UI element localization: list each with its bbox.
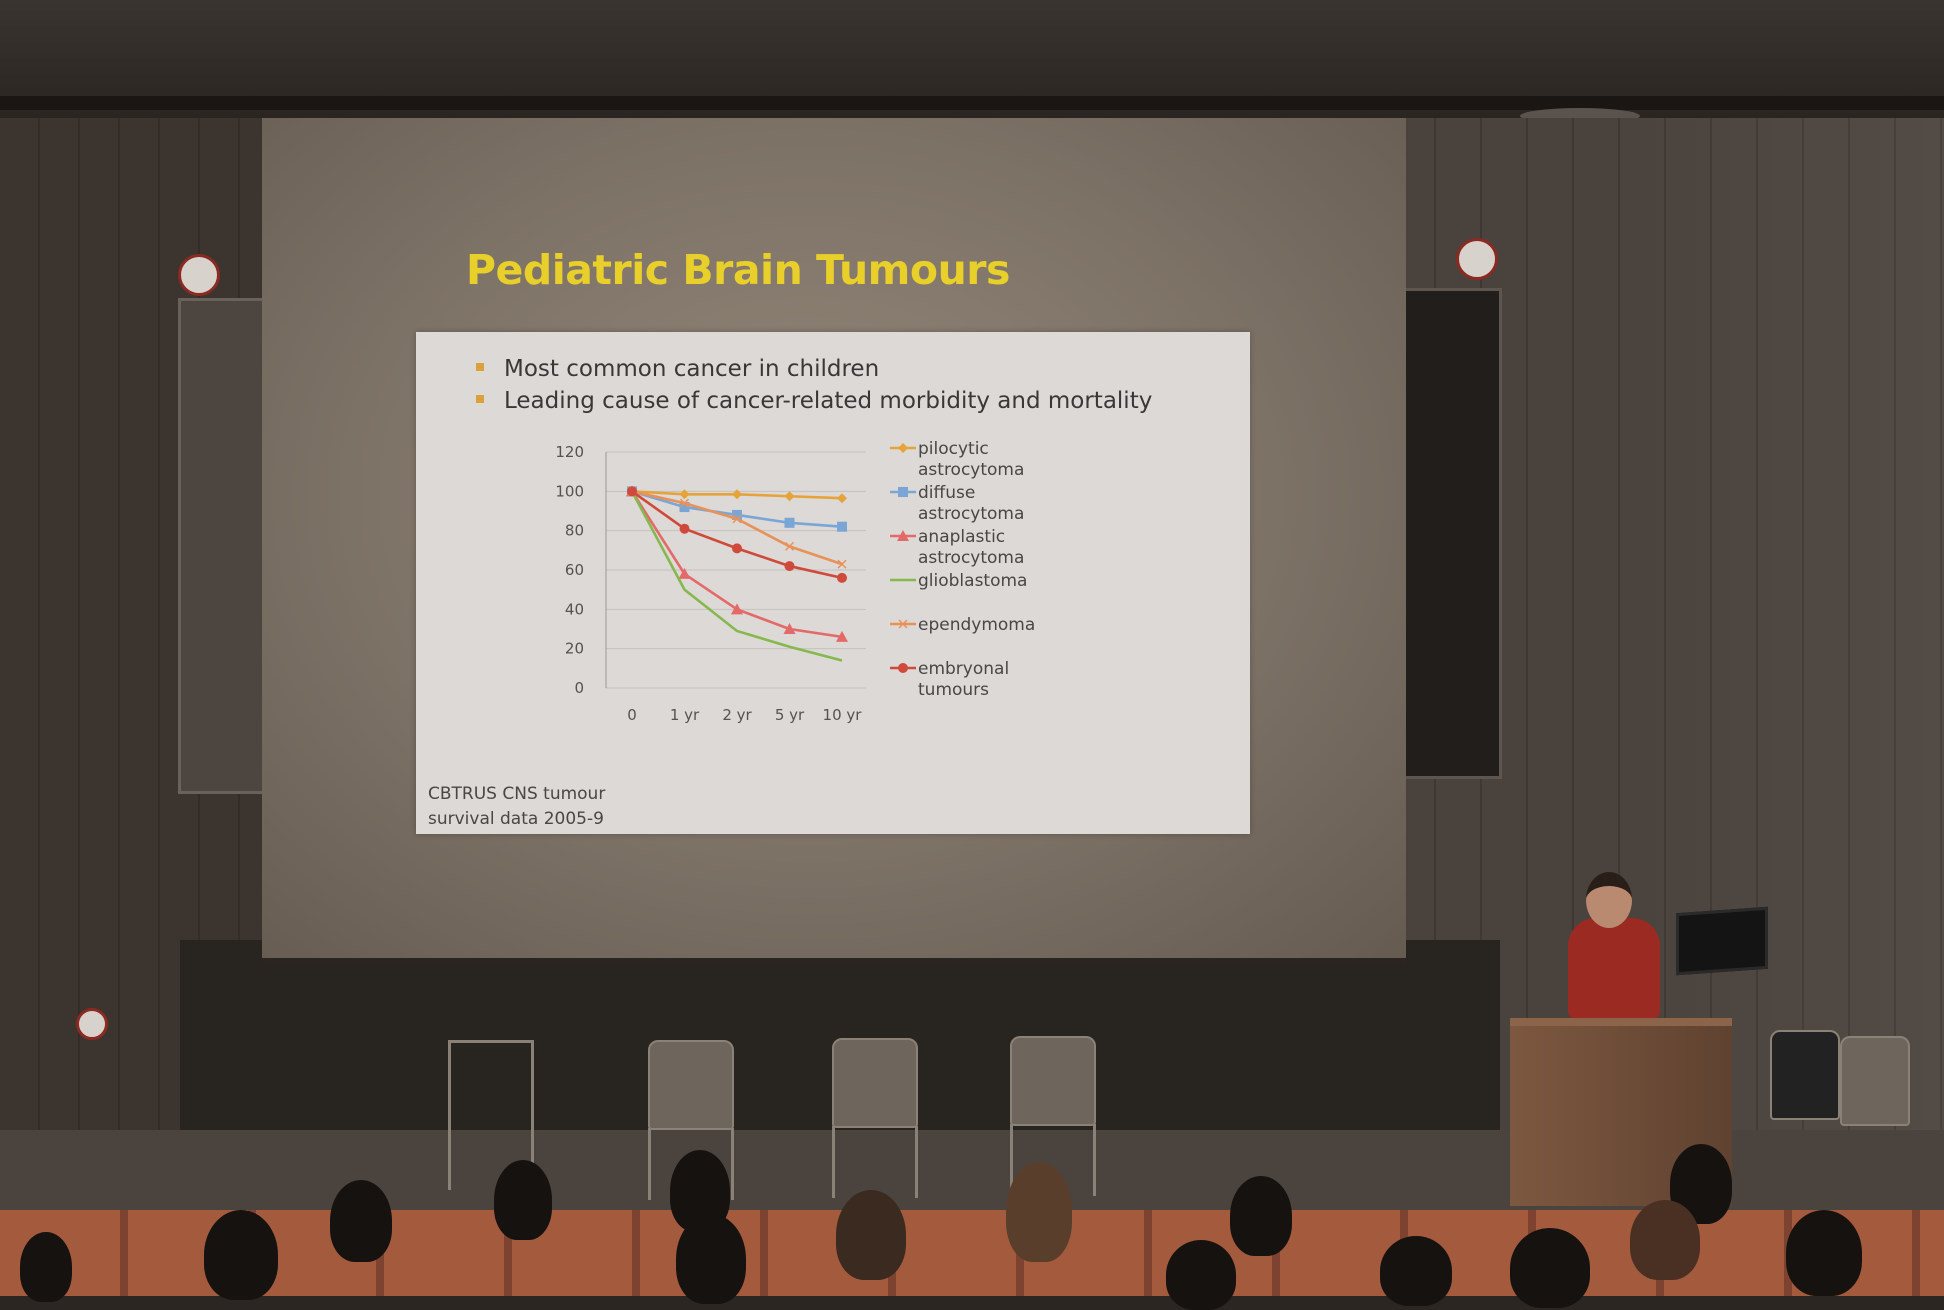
point-marker	[837, 493, 847, 504]
source-note-line: CBTRUS CNS tumour	[428, 784, 606, 804]
audience-seats	[0, 1210, 1944, 1296]
left-door	[178, 298, 272, 794]
point-marker	[784, 517, 795, 528]
point-marker	[898, 443, 908, 453]
no-smoking-sign-right	[1456, 238, 1498, 280]
audience-head	[1510, 1228, 1590, 1308]
point-marker	[783, 623, 796, 634]
point-marker	[679, 502, 690, 513]
legend-label: astrocytoma	[918, 548, 1024, 568]
legend-label: embryonal	[918, 659, 1009, 679]
slide-title: Pediatric Brain Tumours	[466, 246, 1010, 294]
audience-head	[1380, 1236, 1452, 1306]
audience-head	[330, 1180, 392, 1262]
series-line	[631, 490, 843, 580]
y-tick-label: 40	[565, 600, 584, 618]
no-smoking-sign-left	[178, 254, 220, 296]
bullet-marker-icon	[476, 362, 484, 371]
speaker-head	[1586, 872, 1632, 928]
point-marker	[679, 498, 690, 508]
no-smoking-sign-low	[76, 1008, 108, 1040]
audience-head	[676, 1214, 746, 1304]
point-marker	[784, 491, 795, 502]
x-tick-label: 5 yr	[775, 706, 805, 724]
point-marker	[679, 523, 690, 534]
y-tick-label: 80	[565, 522, 584, 540]
bullet-marker-icon	[476, 394, 484, 403]
stage-chair	[1010, 1036, 1096, 1126]
y-tick-label: 60	[565, 561, 584, 579]
point-marker	[732, 514, 742, 524]
point-marker	[732, 489, 742, 500]
bullet-text: Leading cause of cancer-related morbidit…	[504, 388, 1153, 414]
audience-head	[494, 1160, 552, 1240]
right-door	[1396, 288, 1502, 779]
survival-line-chart: 0 20 40 60 80 100 120 0 1 yr 2 yr 5 yr 10 yr pilocyt…	[555, 439, 1035, 724]
legend-label: anaplastic	[918, 527, 1005, 547]
ceiling-edge	[0, 96, 1944, 110]
stage-chair-wire	[448, 1040, 534, 1190]
stage-chair-legs	[648, 1128, 734, 1200]
legend-label: diffuse	[918, 483, 975, 503]
stage-chair-legs	[832, 1126, 918, 1198]
point-marker	[836, 630, 848, 642]
x-tick-label: 10 yr	[823, 706, 863, 724]
point-marker	[898, 487, 908, 497]
legend-label: astrocytoma	[918, 504, 1024, 524]
y-tick-label: 0	[574, 679, 584, 697]
y-tick-label: 120	[555, 443, 584, 461]
point-marker	[679, 489, 690, 500]
point-marker	[897, 530, 909, 541]
x-tick-label: 0	[627, 706, 637, 724]
audience-head	[1230, 1176, 1292, 1256]
bullet-text: Most common cancer in children	[504, 356, 880, 382]
y-tick-label: 100	[555, 482, 584, 500]
point-marker	[837, 559, 847, 569]
audience-head	[1006, 1162, 1072, 1262]
stage-chair	[648, 1040, 734, 1130]
stage-chair-side	[1840, 1036, 1910, 1126]
speaker	[1568, 918, 1660, 1018]
audience-head	[836, 1190, 906, 1280]
point-marker	[784, 541, 795, 551]
legend-label: tumours	[918, 680, 989, 700]
stage-chair-legs	[1010, 1124, 1096, 1196]
point-marker	[732, 543, 742, 554]
audience-head	[1166, 1240, 1236, 1310]
podium-monitor	[1676, 906, 1768, 976]
point-marker	[784, 561, 795, 572]
legend-label: pilocytic	[918, 439, 989, 459]
series-line	[630, 490, 843, 662]
bullet-item: Most common cancer in children	[476, 356, 879, 382]
x-tick-label: 2 yr	[722, 706, 752, 724]
source-note: CBTRUS CNS tumour survival data 2005-9	[428, 782, 628, 832]
point-marker	[898, 619, 908, 629]
point-marker	[627, 486, 637, 497]
stage-chair	[832, 1038, 918, 1128]
point-marker	[837, 572, 847, 583]
audience-head	[1786, 1210, 1862, 1296]
legend-label: astrocytoma	[918, 460, 1024, 480]
x-tick-label: 1 yr	[670, 706, 700, 724]
point-marker	[898, 663, 908, 673]
stage-chair-dark	[1770, 1030, 1840, 1120]
bullet-item: Leading cause of cancer-related morbidit…	[476, 388, 1152, 414]
audience-head	[204, 1210, 278, 1300]
audience-head	[20, 1232, 72, 1302]
point-marker	[731, 603, 743, 615]
source-note-line: survival data 2005-9	[428, 809, 604, 829]
point-marker	[837, 521, 847, 532]
audience-head	[1630, 1200, 1700, 1280]
legend-label: ependymoma	[918, 615, 1035, 635]
slide-content-panel: Most common cancer in children Leading c…	[416, 332, 1250, 834]
legend-label: glioblastoma	[918, 571, 1027, 591]
y-tick-label: 20	[565, 640, 584, 658]
point-marker	[678, 567, 691, 579]
point-marker	[732, 509, 742, 520]
